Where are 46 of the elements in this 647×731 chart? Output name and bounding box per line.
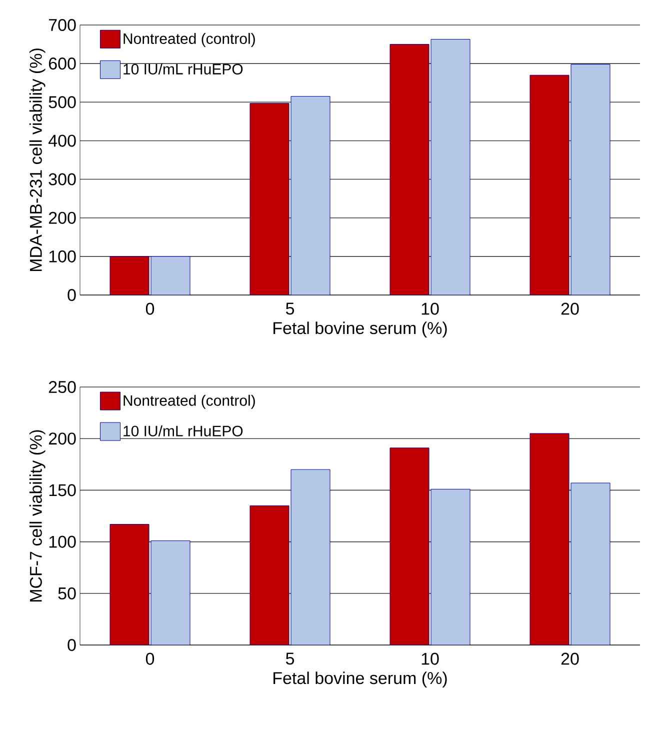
y-tick-label: 100 bbox=[49, 250, 76, 262]
bar bbox=[430, 39, 470, 295]
bar bbox=[570, 64, 610, 295]
x-tick-label: 10 bbox=[422, 302, 439, 315]
bar bbox=[110, 524, 150, 645]
bar bbox=[390, 44, 430, 295]
y-tick-label: 150 bbox=[49, 484, 76, 496]
x-tick-label: 0 bbox=[146, 652, 154, 665]
y-tick-label: 250 bbox=[48, 380, 76, 394]
y-tick-label: 600 bbox=[48, 58, 76, 70]
y-tick-label: 300 bbox=[48, 173, 76, 186]
y-tick-label: 200 bbox=[48, 432, 76, 445]
y-tick-label: 400 bbox=[48, 134, 76, 147]
x-tick-label: 20 bbox=[561, 652, 579, 665]
bar bbox=[430, 488, 470, 645]
y-tick-label: 100 bbox=[49, 536, 76, 548]
bar bbox=[390, 448, 430, 645]
bar bbox=[150, 256, 190, 295]
bar bbox=[290, 469, 330, 645]
bar bbox=[570, 482, 610, 645]
y-tick-label: 200 bbox=[48, 212, 76, 224]
x-axis-title: Fetal bovine serum (%) bbox=[274, 672, 447, 688]
legend-label: Nontreated (control) bbox=[124, 32, 255, 47]
y-tick-label: 0 bbox=[68, 288, 76, 302]
bar bbox=[290, 96, 330, 295]
bar bbox=[110, 256, 150, 295]
x-axis-title: Fetal bovine serum (%) bbox=[274, 322, 447, 338]
x-tick-label: 5 bbox=[286, 652, 294, 665]
bar bbox=[250, 103, 290, 295]
x-tick-label: 20 bbox=[561, 302, 579, 315]
bar bbox=[150, 540, 190, 645]
y-tick-label: 700 bbox=[48, 18, 76, 32]
x-tick-label: 0 bbox=[146, 302, 154, 315]
bar bbox=[530, 433, 570, 645]
bar bbox=[530, 74, 570, 295]
x-tick-label: 10 bbox=[422, 652, 439, 665]
y-tick-label: 0 bbox=[68, 638, 76, 652]
legend-label: Nontreated (control) bbox=[124, 394, 255, 409]
legend-label: 10 IU/mL rHuEPO bbox=[124, 425, 243, 436]
y-axis-title: MCF-7 cell viability (%) bbox=[29, 430, 46, 602]
x-tick-label: 5 bbox=[286, 302, 294, 315]
y-tick-label: 50 bbox=[58, 587, 76, 600]
y-axis-title: MDA-MB-231 cell viability (%) bbox=[29, 48, 46, 272]
bar bbox=[250, 505, 290, 645]
legend-label: 10 IU/mL rHuEPO bbox=[124, 63, 243, 74]
y-tick-label: 500 bbox=[48, 96, 76, 108]
